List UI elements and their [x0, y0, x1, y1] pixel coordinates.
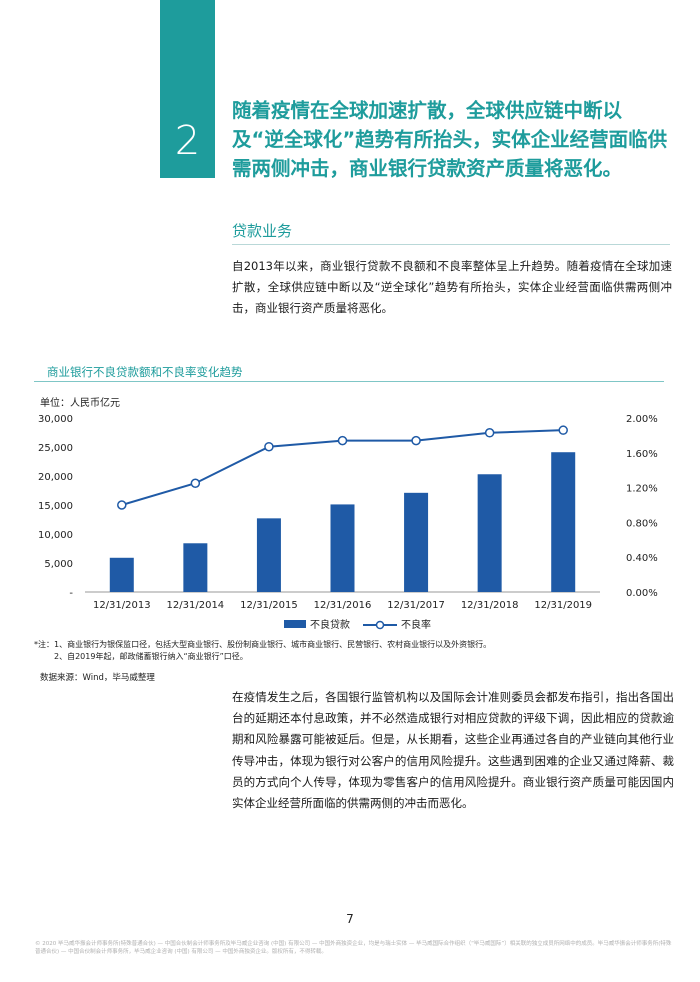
section-divider	[232, 244, 670, 245]
point-不良率	[264, 441, 274, 452]
section-number: 2	[174, 118, 201, 164]
y-left-tick-label: 25,000	[38, 443, 73, 454]
point-不良率	[117, 500, 127, 510]
y-right-tick-label: 1.60%	[626, 449, 658, 460]
chart-title: 商业银行不良贷款额和不良率变化趋势	[47, 365, 243, 379]
chart-note-1: *注：1、商业银行为银保监口径，包括大型商业银行、股份制商业银行、城市商业银行、…	[34, 640, 492, 649]
legend-label-line: 不良率	[401, 618, 431, 631]
legend-marker-line	[375, 620, 385, 630]
data-source: 数据来源：Wind，毕马威整理	[40, 673, 155, 683]
footer-disclaimer: © 2020 毕马威华振会计师事务所(特殊普通合伙) — 中国合伙制会计师事务所…	[35, 941, 672, 955]
legend-label-bar: 不良贷款	[310, 618, 350, 631]
section-number-block: 2	[160, 0, 215, 178]
x-tick-label: 12/31/2014	[167, 600, 225, 611]
chart-notes: *注：1、商业银行为银保监口径，包括大型商业银行、股份制商业银行、城市商业银行、…	[34, 639, 674, 663]
point-不良率	[484, 428, 495, 438]
unit-label: 单位：人民币亿元	[40, 396, 120, 409]
chart-divider	[34, 381, 664, 382]
x-tick-label: 12/31/2017	[387, 600, 445, 611]
y-left-tick-label: 5,000	[44, 559, 73, 570]
y-right-tick-label: 0.80%	[626, 518, 658, 529]
y-right-tick-label: 0.00%	[626, 588, 658, 599]
bar-不良贷款	[404, 492, 429, 592]
x-tick-label: 12/31/2013	[93, 600, 151, 611]
chart-note-2: 2、自2019年起，邮政储蓄银行纳入“商业银行”口径。	[54, 652, 248, 661]
y-left-tick-label: 15,000	[38, 501, 73, 512]
bar-不良贷款	[551, 452, 576, 592]
y-left-tick-label: 30,000	[38, 414, 73, 425]
x-tick-label: 12/31/2016	[314, 600, 372, 611]
bar-不良贷款	[477, 474, 502, 592]
npl-chart: 单位：人民币亿元 30,000 25,000 20,000 15,000 10,000 5,…	[38, 396, 658, 631]
bar-不良贷款	[330, 504, 355, 592]
y-left-tick-label: 20,000	[38, 472, 73, 483]
point-不良率	[190, 478, 201, 488]
y-right-tick-label: 2.00%	[626, 414, 658, 425]
x-tick-label: 12/31/2019	[534, 600, 592, 611]
legend-swatch-bar	[284, 620, 306, 628]
y-right-tick-label: 0.40%	[626, 553, 658, 564]
x-tick-label: 12/31/2015	[240, 600, 298, 611]
section-headline: 随着疫情在全球加速扩散，全球供应链中断以及“逆全球化”趋势有所抬头，实体企业经营…	[232, 99, 668, 180]
y-left-tick-label: -	[69, 588, 73, 599]
point-不良率	[411, 435, 421, 446]
page-number: 7	[346, 912, 354, 926]
point-不良率	[337, 435, 348, 446]
y-left-tick-label: 10,000	[38, 530, 73, 541]
bar-不良贷款	[109, 557, 134, 592]
intro-paragraph: 自2013年以来，商业银行贷款不良额和不良率整体呈上升趋势。随着疫情在全球加速扩…	[232, 259, 672, 315]
y-right-tick-label: 1.20%	[626, 484, 658, 495]
section-title: 贷款业务	[232, 222, 293, 240]
bar-不良贷款	[256, 518, 281, 592]
point-不良率	[558, 425, 568, 435]
x-tick-label: 12/31/2018	[461, 600, 519, 611]
body-paragraph: 在疫情发生之后，各国银行监管机构以及国际会计准则委员会都发布指引，指出各国出台的…	[232, 690, 674, 811]
bar-不良贷款	[183, 543, 208, 592]
